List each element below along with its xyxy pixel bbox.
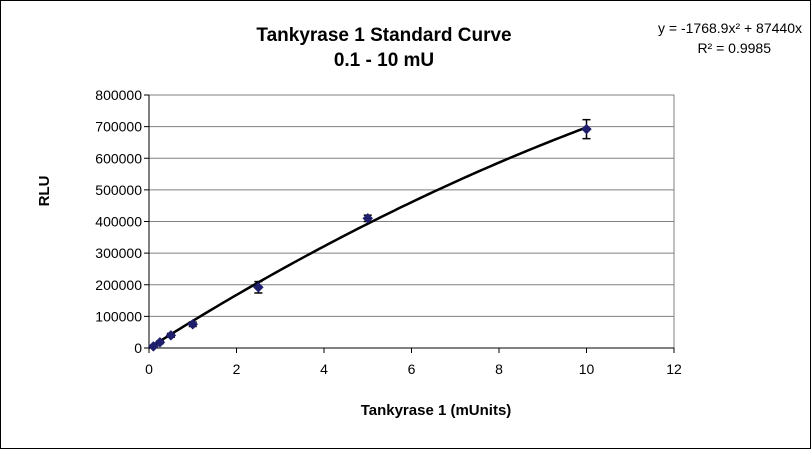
y-axis-label: RLU	[36, 176, 53, 207]
y-tick-label: 600000	[95, 150, 142, 166]
data-point	[187, 318, 199, 330]
trendline-r-squared: R² = 0.9985	[697, 40, 771, 56]
x-tick-label: 8	[495, 361, 503, 377]
trendline-equation: y = -1768.9x² + 87440x	[658, 20, 802, 36]
data-point	[148, 341, 159, 352]
x-tick-label: 10	[579, 361, 595, 377]
y-tick-label: 100000	[95, 308, 142, 324]
x-tick-label: 2	[233, 361, 241, 377]
y-tick-label: 500000	[95, 182, 142, 198]
data-point	[165, 329, 177, 341]
data-point	[154, 336, 166, 348]
x-tick-label: 0	[145, 361, 153, 377]
chart-title: Tankyrase 1 Standard Curve	[256, 25, 511, 46]
data-point	[253, 281, 264, 293]
chart-subtitle: 0.1 - 10 mU	[334, 50, 434, 71]
y-tick-label: 700000	[95, 119, 142, 135]
x-tick-label: 4	[320, 361, 328, 377]
y-tick-label: 400000	[95, 214, 142, 230]
x-axis-label: Tankyrase 1 (mUnits)	[361, 402, 512, 419]
y-tick-label: 300000	[95, 245, 142, 261]
x-tick-label: 6	[408, 361, 416, 377]
trendline-curve	[148, 126, 587, 350]
y-tick-label: 800000	[95, 87, 142, 103]
x-tick-label: 12	[666, 361, 682, 377]
data-point	[362, 212, 374, 224]
data-point	[581, 123, 592, 135]
plot-area: 0 100000 200000 300000 400000 500000 600000 700…	[95, 87, 682, 377]
y-tick-label: 200000	[95, 277, 142, 293]
y-tick-label: 0	[134, 340, 142, 356]
